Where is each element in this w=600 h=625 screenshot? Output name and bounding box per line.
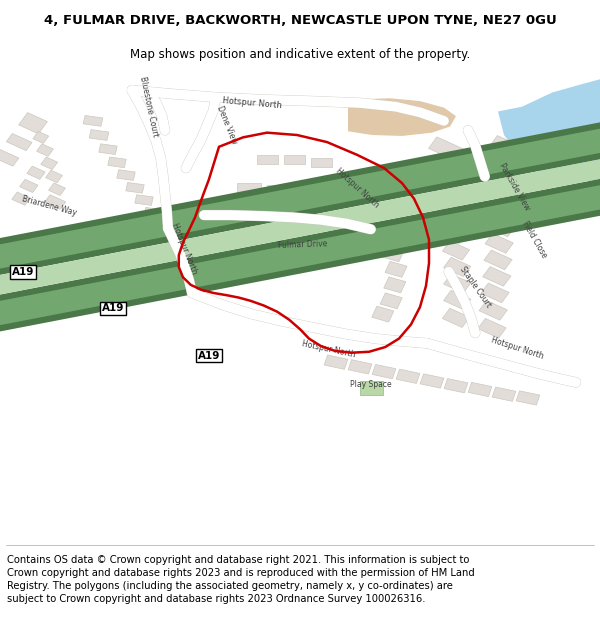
Bar: [444, 379, 468, 393]
Bar: [328, 187, 346, 198]
Bar: [482, 267, 511, 286]
Bar: [384, 277, 406, 293]
Bar: [430, 154, 467, 178]
Bar: [380, 293, 402, 309]
Bar: [488, 201, 517, 220]
Bar: [267, 217, 291, 229]
Polygon shape: [498, 79, 600, 182]
Bar: [46, 170, 62, 182]
Bar: [267, 185, 291, 196]
Bar: [152, 220, 170, 231]
Polygon shape: [0, 124, 600, 274]
Bar: [324, 355, 348, 369]
Bar: [442, 241, 470, 260]
Bar: [385, 261, 407, 278]
Bar: [117, 170, 135, 181]
Bar: [356, 219, 378, 235]
Bar: [487, 217, 515, 237]
Polygon shape: [348, 98, 456, 136]
Bar: [237, 183, 261, 195]
Bar: [484, 250, 512, 270]
Text: Hotspur North: Hotspur North: [222, 96, 282, 110]
Bar: [382, 246, 404, 262]
Bar: [425, 171, 463, 195]
Bar: [427, 190, 461, 212]
Bar: [41, 157, 58, 169]
Bar: [490, 136, 518, 155]
Text: Play Space: Play Space: [350, 380, 392, 389]
Bar: [37, 144, 53, 156]
Polygon shape: [0, 174, 600, 336]
Bar: [478, 318, 506, 338]
Polygon shape: [0, 118, 600, 279]
Bar: [348, 360, 372, 374]
Bar: [376, 231, 398, 247]
Text: 4, FULMAR DRIVE, BACKWORTH, NEWCASTLE UPON TYNE, NE27 0GU: 4, FULMAR DRIVE, BACKWORTH, NEWCASTLE UP…: [44, 14, 556, 27]
Text: Hotspur North: Hotspur North: [170, 221, 199, 275]
Bar: [443, 274, 471, 293]
Bar: [144, 208, 162, 218]
Bar: [468, 382, 492, 397]
Text: Field Close: Field Close: [520, 219, 548, 259]
Bar: [481, 283, 509, 302]
Bar: [7, 134, 32, 151]
Bar: [20, 179, 38, 192]
Bar: [434, 207, 466, 228]
Bar: [45, 195, 65, 209]
Text: Contains OS data © Crown copyright and database right 2021. This information is : Contains OS data © Crown copyright and d…: [7, 554, 475, 604]
Bar: [83, 116, 103, 126]
Bar: [27, 166, 45, 179]
Text: Staple Court: Staple Court: [458, 264, 493, 309]
Bar: [493, 151, 521, 171]
Text: A19: A19: [197, 351, 220, 361]
Text: A19: A19: [11, 267, 34, 277]
Polygon shape: [0, 180, 600, 330]
Text: Parkside View: Parkside View: [497, 162, 532, 212]
Bar: [89, 129, 109, 141]
Bar: [328, 219, 346, 231]
Bar: [443, 291, 471, 309]
Bar: [158, 233, 176, 244]
Bar: [420, 374, 444, 388]
Bar: [297, 187, 321, 198]
Bar: [442, 308, 470, 328]
Bar: [135, 195, 153, 206]
Bar: [0, 149, 19, 166]
Bar: [33, 131, 49, 143]
Text: Map shows position and indicative extent of the property.: Map shows position and indicative extent…: [130, 48, 470, 61]
Text: Bluestone Court: Bluestone Court: [138, 76, 160, 138]
Bar: [99, 144, 117, 154]
Bar: [108, 157, 126, 168]
Polygon shape: [0, 154, 600, 299]
Bar: [372, 306, 394, 322]
Bar: [360, 381, 383, 395]
Text: A19: A19: [101, 303, 124, 313]
Text: Fulmar Drive: Fulmar Drive: [278, 239, 328, 250]
Bar: [12, 192, 30, 205]
Bar: [297, 219, 321, 231]
Bar: [491, 168, 520, 187]
Bar: [492, 387, 516, 401]
Bar: [443, 258, 471, 276]
Bar: [516, 391, 540, 405]
Bar: [428, 137, 466, 161]
Bar: [396, 369, 420, 383]
Bar: [311, 158, 332, 167]
Bar: [237, 216, 261, 228]
Bar: [479, 301, 508, 320]
Bar: [490, 184, 518, 204]
Bar: [372, 364, 396, 379]
Text: Hotspur North: Hotspur North: [334, 166, 380, 209]
Bar: [284, 155, 305, 164]
Text: Hotspur North: Hotspur North: [490, 336, 545, 361]
Bar: [126, 182, 144, 193]
Bar: [19, 112, 47, 134]
Bar: [257, 155, 277, 164]
Bar: [49, 183, 65, 196]
Text: Hotspur North: Hotspur North: [301, 339, 356, 359]
Text: Briardene Way: Briardene Way: [21, 194, 77, 218]
Text: Dene View: Dene View: [215, 104, 239, 145]
Bar: [439, 224, 467, 244]
Bar: [485, 234, 514, 253]
